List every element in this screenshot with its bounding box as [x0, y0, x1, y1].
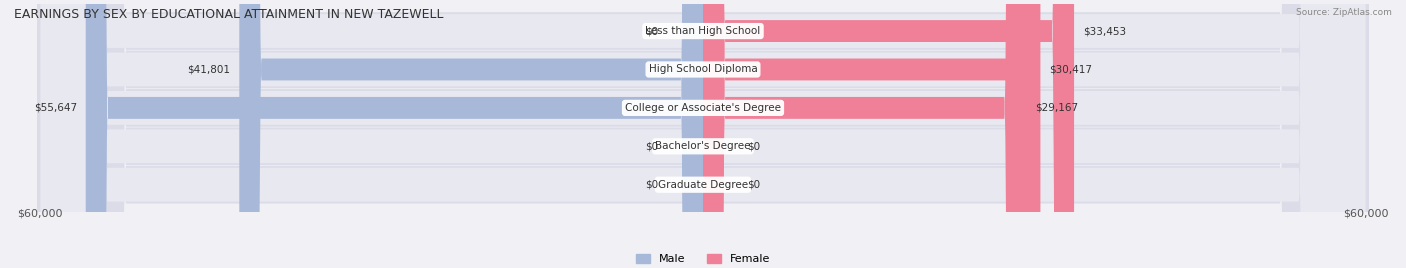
Legend: Male, Female: Male, Female — [637, 254, 769, 264]
FancyBboxPatch shape — [41, 0, 1365, 268]
Text: Graduate Degree: Graduate Degree — [658, 180, 748, 190]
FancyBboxPatch shape — [38, 0, 1368, 268]
Text: $33,453: $33,453 — [1083, 26, 1126, 36]
FancyBboxPatch shape — [38, 0, 1368, 268]
Text: $0: $0 — [645, 26, 658, 36]
Text: Less than High School: Less than High School — [645, 26, 761, 36]
FancyBboxPatch shape — [41, 0, 1365, 268]
Text: $60,000: $60,000 — [1343, 209, 1389, 218]
Text: EARNINGS BY SEX BY EDUCATIONAL ATTAINMENT IN NEW TAZEWELL: EARNINGS BY SEX BY EDUCATIONAL ATTAINMEN… — [14, 8, 443, 21]
Text: $0: $0 — [748, 141, 761, 151]
FancyBboxPatch shape — [38, 0, 1368, 268]
Text: $41,801: $41,801 — [187, 65, 231, 75]
FancyBboxPatch shape — [41, 0, 1365, 268]
Text: High School Diploma: High School Diploma — [648, 65, 758, 75]
FancyBboxPatch shape — [38, 0, 1368, 268]
Text: College or Associate's Degree: College or Associate's Degree — [626, 103, 780, 113]
FancyBboxPatch shape — [703, 0, 1040, 268]
FancyBboxPatch shape — [41, 0, 1365, 268]
Text: Bachelor's Degree: Bachelor's Degree — [655, 141, 751, 151]
FancyBboxPatch shape — [38, 0, 1368, 268]
Text: $30,417: $30,417 — [1049, 65, 1092, 75]
Text: $29,167: $29,167 — [1035, 103, 1078, 113]
FancyBboxPatch shape — [703, 0, 1074, 268]
FancyBboxPatch shape — [86, 0, 703, 268]
Text: $55,647: $55,647 — [34, 103, 77, 113]
Text: Source: ZipAtlas.com: Source: ZipAtlas.com — [1296, 8, 1392, 17]
Text: $0: $0 — [748, 180, 761, 190]
FancyBboxPatch shape — [239, 0, 703, 268]
Text: $60,000: $60,000 — [17, 209, 63, 218]
Text: $0: $0 — [645, 180, 658, 190]
FancyBboxPatch shape — [703, 0, 1026, 268]
FancyBboxPatch shape — [41, 0, 1365, 268]
Text: $0: $0 — [645, 141, 658, 151]
